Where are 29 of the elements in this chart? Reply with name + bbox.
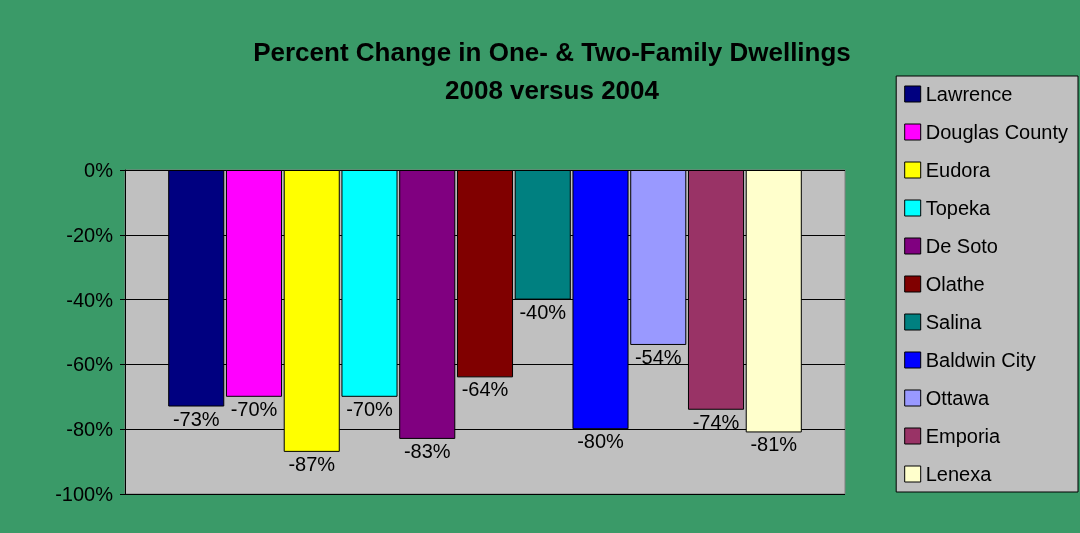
data-label: -83% <box>403 439 451 462</box>
legend-label: Lenexa <box>925 463 993 485</box>
y-tick-label: -100% <box>55 483 114 505</box>
data-label: -70% <box>346 397 394 420</box>
data-label: -87% <box>288 452 336 475</box>
data-label: -54% <box>634 345 682 368</box>
legend-label: Topeka <box>925 197 992 219</box>
data-label: -40% <box>519 300 567 323</box>
data-label: -74% <box>692 410 740 433</box>
y-tick-label: 0% <box>84 159 114 181</box>
legend-label: Lawrence <box>925 83 1013 105</box>
chart-title: Percent Change in One- & Two-Family Dwellings 2008 versus 2004 <box>253 37 851 105</box>
y-tick-label: -60% <box>66 353 114 376</box>
data-label: -70% <box>230 397 278 420</box>
data-label: -81% <box>750 433 798 456</box>
data-label: -80% <box>577 430 625 453</box>
y-tick-label: -20% <box>66 223 114 246</box>
legend-label: Olathe <box>925 273 985 295</box>
data-label: -64% <box>461 378 509 401</box>
legend-label: De Soto <box>925 235 998 257</box>
y-tick-label: -40% <box>66 288 114 311</box>
legend-label: Ottawa <box>925 387 990 409</box>
legend-label: Baldwin City <box>925 349 1036 371</box>
legend-label: Emporia <box>925 425 1002 447</box>
legend-label: Eudora <box>925 159 992 181</box>
legend-label: Salina <box>925 311 983 333</box>
data-label: -73% <box>172 407 220 430</box>
legend-label: Douglas County <box>925 121 1069 143</box>
y-tick-label: -80% <box>66 418 114 441</box>
